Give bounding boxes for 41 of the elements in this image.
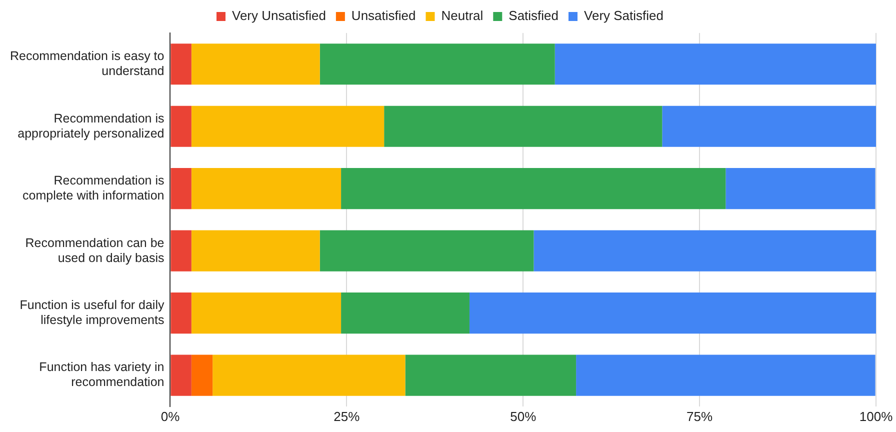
bar xyxy=(341,168,726,210)
bar xyxy=(170,106,192,147)
y-tick-label: Recommendation is complete with information xyxy=(22,174,164,203)
bar xyxy=(726,168,876,210)
y-tick-label: Function is useful for daily lifestyle improvements xyxy=(20,298,165,328)
bar xyxy=(170,230,192,272)
bar xyxy=(469,292,876,334)
legend-label: Neutral xyxy=(441,8,484,24)
bar xyxy=(191,354,213,396)
y-tick-label: Recommendation can be used on daily basis xyxy=(25,236,164,265)
bar xyxy=(405,354,576,396)
y-tick-label: Recommendation is easy to understand xyxy=(10,49,164,78)
bar xyxy=(320,230,534,272)
bar xyxy=(554,44,876,85)
y-tick-label: Recommendation is appropriately personalized xyxy=(18,111,164,140)
x-tick-label: 75% xyxy=(686,408,714,424)
bar xyxy=(191,106,384,147)
bar xyxy=(212,354,406,396)
bar xyxy=(191,230,320,272)
bar xyxy=(191,44,320,85)
x-tick-label: 50% xyxy=(510,408,537,424)
x-tick-label: 25% xyxy=(334,408,360,424)
bar xyxy=(341,292,470,334)
bar xyxy=(534,230,876,272)
legend-label: Satisfied xyxy=(508,8,559,24)
bar xyxy=(170,168,192,210)
bar xyxy=(384,106,662,147)
y-tick-label: Function has variety in recommendation xyxy=(39,360,164,390)
bar xyxy=(191,168,342,210)
legend-label: Very Unsatisfied xyxy=(232,8,326,24)
bar xyxy=(170,44,192,85)
bar xyxy=(576,354,876,396)
bar xyxy=(191,292,342,334)
legend-label: Unsatisfied xyxy=(351,8,416,24)
bar xyxy=(170,292,192,334)
x-tick-label: 100% xyxy=(859,408,894,424)
bar xyxy=(662,106,876,147)
legend-label: Very Satisfied xyxy=(584,8,664,24)
x-tick-label: 0% xyxy=(160,408,180,424)
bar xyxy=(320,44,555,85)
bar xyxy=(170,354,192,396)
